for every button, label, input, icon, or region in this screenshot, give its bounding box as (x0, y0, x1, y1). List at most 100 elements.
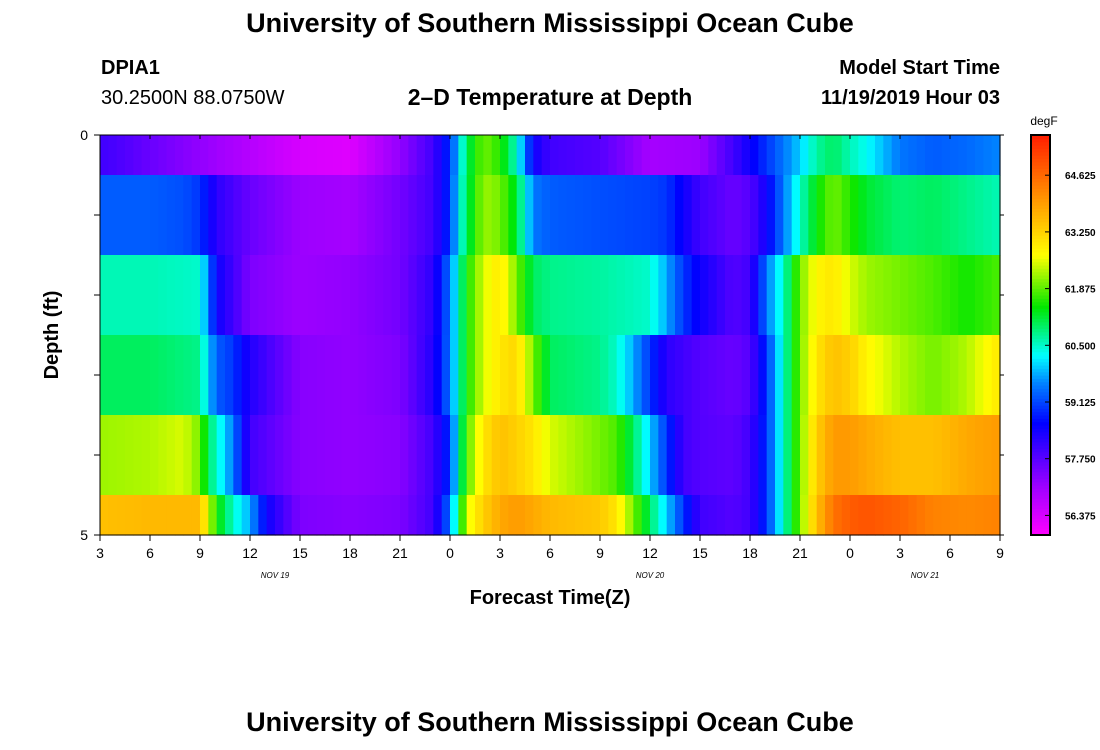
heatmap-cell (683, 335, 693, 416)
heatmap-cell (741, 255, 751, 336)
heatmap-cell (533, 495, 543, 536)
heatmap-cell (391, 255, 401, 336)
heatmap-cell (416, 255, 426, 336)
heatmap-cell (183, 495, 193, 536)
heatmap-cell (708, 415, 718, 496)
colorbar-segment (1031, 245, 1050, 249)
colorbar-segment (1031, 408, 1050, 413)
heatmap-cell (891, 175, 901, 256)
colorbar-segment (1031, 168, 1050, 173)
heatmap-cell (958, 135, 968, 176)
heatmap-cell (325, 135, 334, 176)
heatmap-cell (833, 135, 843, 176)
heatmap-cell (550, 175, 559, 256)
heatmap-cell (791, 335, 801, 416)
heatmap-cell (141, 135, 151, 176)
heatmap-cell (150, 175, 159, 256)
heatmap-cell (825, 255, 834, 336)
heatmap-cell (300, 255, 309, 336)
heatmap-cell (308, 255, 318, 336)
heatmap-cell (100, 415, 109, 496)
heatmap-cell (200, 135, 209, 176)
heatmap-cell (566, 415, 576, 496)
heatmap-cell (750, 135, 759, 176)
heatmap-cell (825, 335, 834, 416)
heatmap-cell (925, 175, 934, 256)
heatmap-cell (500, 415, 509, 496)
heatmap-cell (283, 135, 293, 176)
heatmap-cell (258, 415, 268, 496)
heatmap-cell (133, 255, 143, 336)
heatmap-cell (383, 255, 393, 336)
heatmap-cell (458, 135, 468, 176)
heatmap-cell (366, 175, 376, 256)
heatmap-cell (308, 495, 318, 536)
colorbar-segment (1031, 371, 1050, 376)
colorbar-segment (1031, 285, 1050, 289)
colorbar-segment (1031, 381, 1050, 386)
heatmap-cell (841, 175, 851, 256)
heatmap-cell (325, 255, 334, 336)
colorbar-segment (1031, 195, 1050, 199)
heatmap-cell (191, 255, 201, 336)
heatmap-cell (116, 175, 126, 256)
heatmap-cell (466, 415, 476, 496)
heatmap-cell (983, 335, 993, 416)
colorbar-segment (1031, 291, 1050, 296)
heatmap-cell (800, 335, 809, 416)
colorbar-segment (1031, 375, 1050, 379)
heatmap-cell (366, 135, 376, 176)
heatmap-cell (550, 335, 559, 416)
heatmap-cell (366, 415, 376, 496)
heatmap-cell (850, 495, 859, 536)
heatmap-cell (375, 495, 384, 536)
heatmap-cell (333, 415, 343, 496)
heatmap-cell (458, 495, 468, 536)
heatmap-cell (258, 255, 268, 336)
heatmap-cell (133, 135, 143, 176)
heatmap-cell (333, 335, 343, 416)
x-tick-label: 3 (496, 545, 504, 561)
x-tick-label: 6 (146, 545, 154, 561)
heatmap-cell (116, 135, 126, 176)
heatmap-cell (283, 175, 293, 256)
heatmap-cell (750, 255, 759, 336)
heatmap-cell (891, 335, 901, 416)
colorbar-segment (1031, 185, 1050, 189)
heatmap-cell (358, 255, 368, 336)
heatmap-cell (333, 495, 343, 536)
colorbar-segment (1031, 325, 1050, 329)
colorbar-segment (1031, 341, 1050, 346)
heatmap-cell (500, 255, 509, 336)
heatmap-cell (175, 415, 184, 496)
heatmap-cell (891, 255, 901, 336)
heatmap-cell (850, 255, 859, 336)
heatmap-cell (908, 255, 918, 336)
heatmap-cell (575, 135, 584, 176)
x-date-label: NOV 21 (911, 571, 939, 580)
heatmap-cell (391, 415, 401, 496)
heatmap-cell (491, 135, 501, 176)
heatmap-cell (991, 255, 1001, 336)
heatmap-cell (841, 495, 851, 536)
heatmap-cell (925, 255, 934, 336)
heatmap-cell (300, 135, 309, 176)
heatmap-cell (983, 135, 993, 176)
heatmap-cell (641, 175, 651, 256)
heatmap-cell (258, 335, 268, 416)
heatmap-cell (508, 255, 518, 336)
heatmap-cell (308, 335, 318, 416)
heatmap-cell (466, 335, 476, 416)
heatmap-cell (183, 335, 193, 416)
heatmap-cell (883, 335, 893, 416)
heatmap-cell (508, 135, 518, 176)
heatmap-cell (925, 495, 934, 536)
heatmap-cell (575, 495, 584, 536)
heatmap-cell (125, 495, 134, 536)
heatmap-cell (983, 255, 993, 336)
heatmap-cell (966, 175, 976, 256)
heatmap-cell (416, 335, 426, 416)
heatmap-cell (225, 255, 234, 336)
heatmap-cell (858, 495, 868, 536)
colorbar-segment (1031, 331, 1050, 336)
